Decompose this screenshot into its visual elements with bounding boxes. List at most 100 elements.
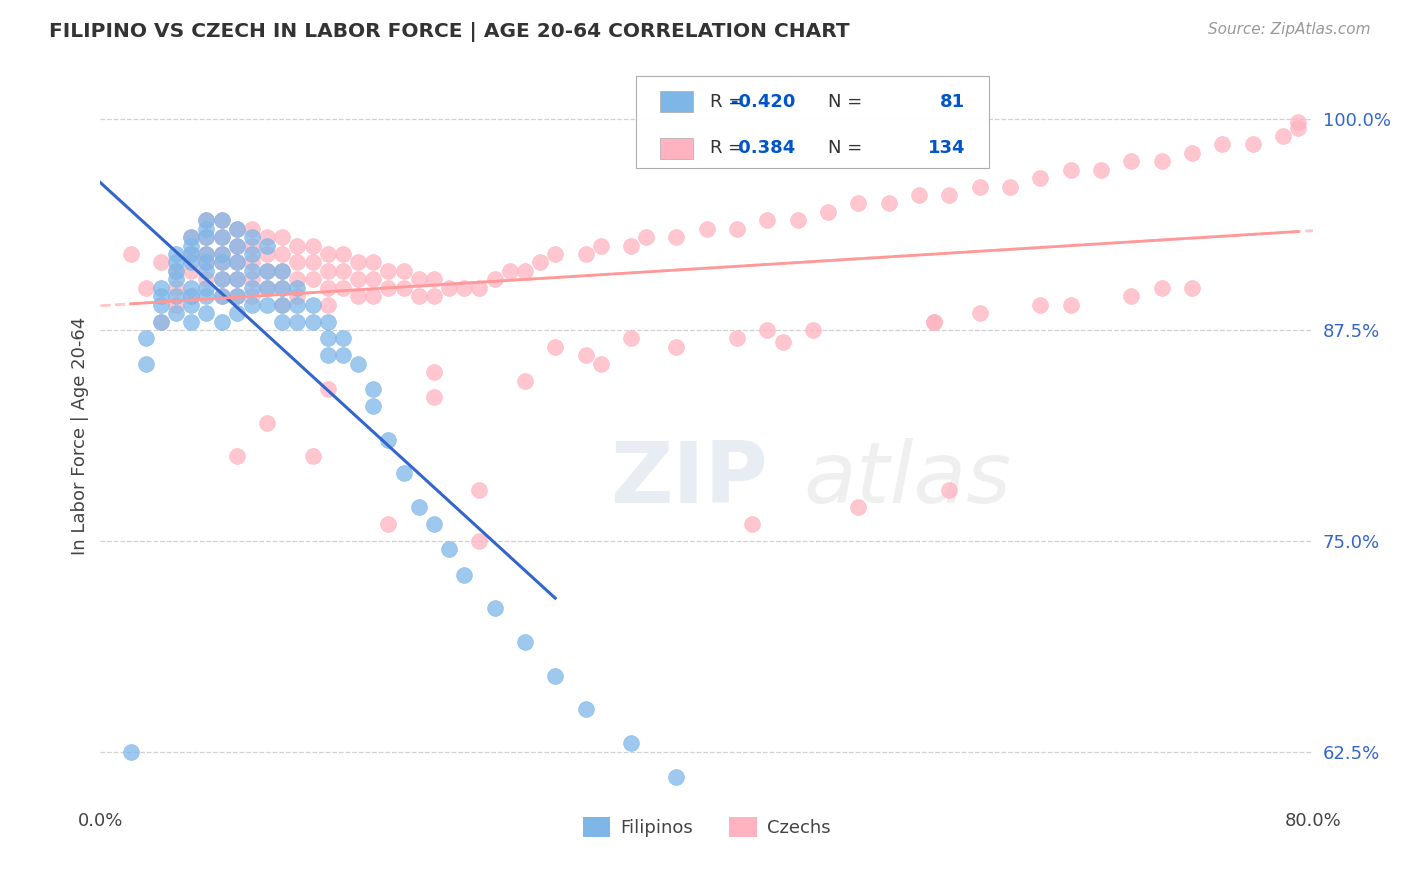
Text: 134: 134	[928, 139, 965, 158]
Point	[211, 289, 233, 303]
Point	[180, 298, 202, 312]
Point	[361, 382, 384, 396]
Point	[1060, 162, 1083, 177]
Point	[301, 298, 323, 312]
Point	[589, 357, 612, 371]
Point	[772, 334, 794, 349]
Point	[225, 289, 247, 303]
Point	[544, 669, 567, 683]
Point	[361, 255, 384, 269]
Point	[544, 247, 567, 261]
Point	[908, 188, 931, 202]
Point	[211, 272, 233, 286]
Point	[240, 272, 263, 286]
Point	[347, 272, 370, 286]
Point	[423, 272, 446, 286]
Point	[195, 255, 218, 269]
Point	[180, 230, 202, 244]
Point	[361, 399, 384, 413]
Point	[998, 179, 1021, 194]
Point	[347, 357, 370, 371]
Point	[195, 247, 218, 261]
Point	[225, 221, 247, 235]
Point	[392, 264, 415, 278]
Point	[287, 281, 309, 295]
Point	[150, 314, 173, 328]
Point	[225, 289, 247, 303]
Point	[1181, 145, 1204, 160]
Point	[256, 298, 278, 312]
Point	[240, 264, 263, 278]
Point	[301, 272, 323, 286]
Legend: Filipinos, Czechs: Filipinos, Czechs	[575, 809, 838, 845]
Point	[665, 770, 688, 784]
Point	[969, 306, 991, 320]
Point	[150, 281, 173, 295]
Point	[392, 467, 415, 481]
Point	[1121, 289, 1143, 303]
Point	[725, 331, 748, 345]
Point	[316, 281, 339, 295]
Point	[392, 281, 415, 295]
Point	[287, 238, 309, 252]
Point	[180, 255, 202, 269]
Point	[287, 255, 309, 269]
Point	[287, 272, 309, 286]
Point	[180, 289, 202, 303]
Point	[574, 348, 596, 362]
Point	[361, 272, 384, 286]
Text: Source: ZipAtlas.com: Source: ZipAtlas.com	[1208, 22, 1371, 37]
Point	[225, 221, 247, 235]
Point	[316, 314, 339, 328]
Text: R =: R =	[710, 93, 744, 111]
Point	[574, 247, 596, 261]
Point	[225, 238, 247, 252]
Point	[211, 255, 233, 269]
Point	[150, 289, 173, 303]
Point	[332, 331, 354, 345]
Point	[195, 230, 218, 244]
Point	[271, 298, 294, 312]
Point	[316, 298, 339, 312]
Point	[1181, 281, 1204, 295]
Point	[271, 314, 294, 328]
Point	[211, 314, 233, 328]
Point	[240, 281, 263, 295]
Point	[256, 281, 278, 295]
Point	[165, 264, 187, 278]
Point	[195, 281, 218, 295]
Point	[240, 221, 263, 235]
Point	[437, 281, 460, 295]
Point	[165, 306, 187, 320]
Point	[423, 516, 446, 531]
Point	[377, 433, 399, 447]
Point	[938, 188, 960, 202]
Point	[135, 281, 157, 295]
Point	[513, 264, 536, 278]
Point	[1029, 298, 1052, 312]
Point	[468, 281, 491, 295]
Point	[150, 314, 173, 328]
Point	[468, 533, 491, 548]
Point	[620, 238, 643, 252]
Point	[301, 314, 323, 328]
Point	[801, 323, 824, 337]
Point	[165, 281, 187, 295]
Point	[120, 745, 142, 759]
Point	[484, 601, 506, 615]
Point	[165, 264, 187, 278]
Point	[589, 238, 612, 252]
Point	[256, 416, 278, 430]
Point	[332, 348, 354, 362]
Point	[468, 483, 491, 498]
Point	[332, 264, 354, 278]
Point	[423, 391, 446, 405]
Bar	[659, 91, 693, 112]
Point	[408, 289, 430, 303]
Point	[195, 221, 218, 235]
Point	[180, 238, 202, 252]
Point	[1286, 115, 1309, 129]
Point	[877, 196, 900, 211]
Point	[256, 264, 278, 278]
Point	[271, 264, 294, 278]
